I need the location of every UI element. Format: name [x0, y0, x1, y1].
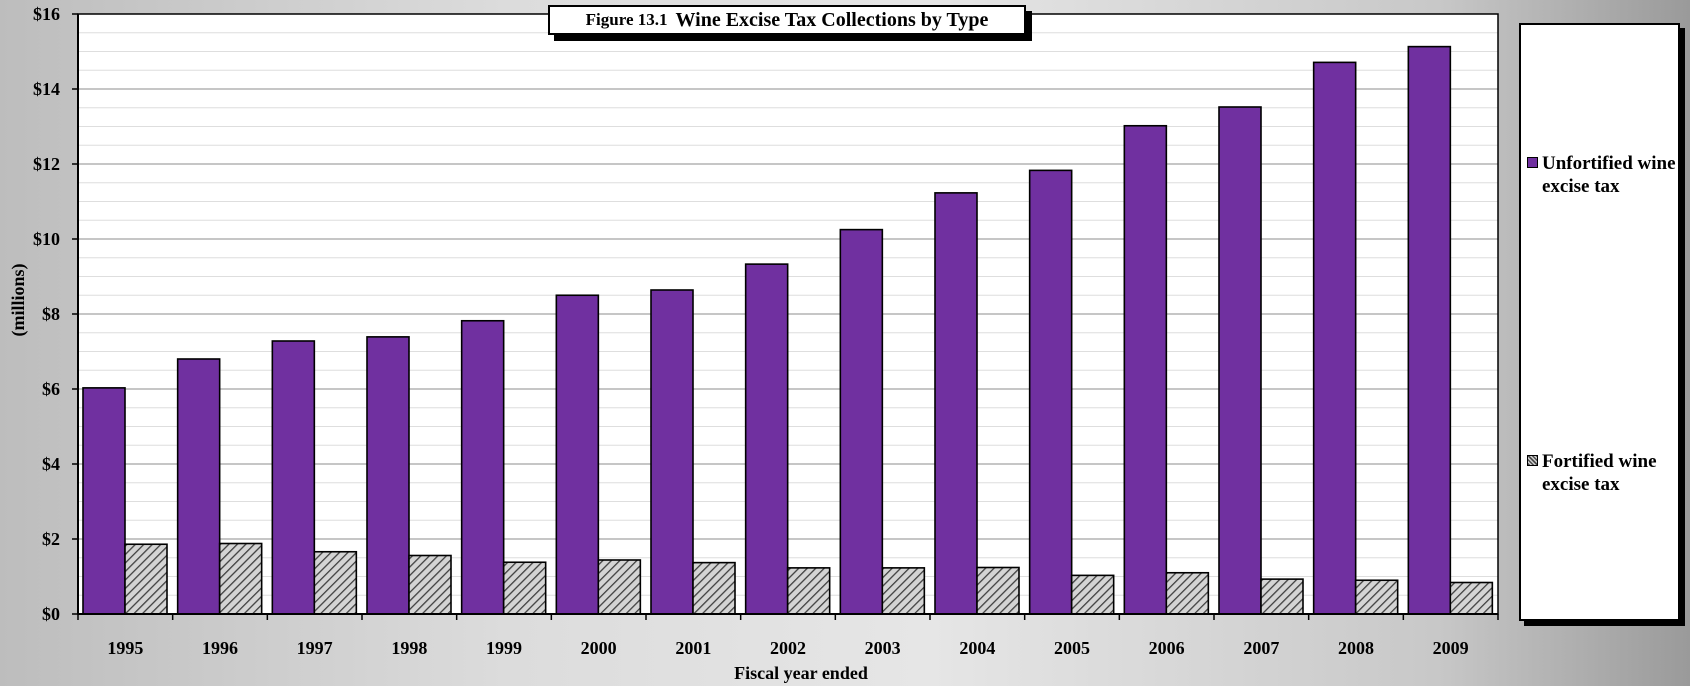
legend-label-unfortified: Unfortified wine excise tax [1542, 153, 1676, 197]
legend-item-unfortified: Unfortified wine excise tax [1527, 152, 1677, 198]
chart-title: Wine Excise Tax Collections by Type [675, 8, 989, 31]
bar-fortified-1996 [218, 542, 263, 615]
bar-unfortified-2009 [1407, 45, 1452, 615]
bar-unfortified-1999 [460, 319, 505, 615]
figure-label: Figure 13.1 [585, 10, 668, 29]
x-tick-label: 1998 [391, 638, 427, 658]
x-tick-label: 1999 [486, 638, 522, 658]
bar-fortified-1999 [502, 561, 547, 615]
bar-fortified-2007 [1260, 578, 1304, 615]
bar-fortified-2008 [1354, 579, 1399, 615]
x-tick-label: 2001 [675, 638, 711, 658]
y-tick-label: $0 [42, 604, 60, 624]
chart-title-box: Figure 13.1 Wine Excise Tax Collections … [548, 5, 1026, 35]
bar-unfortified-2006 [1123, 124, 1168, 615]
bar-unfortified-2007 [1218, 106, 1262, 615]
x-tick-label: 2002 [770, 638, 806, 658]
x-tick-label: 1997 [297, 638, 333, 658]
bar-fortified-1995 [124, 543, 168, 615]
bar-fortified-2001 [692, 561, 736, 615]
legend: Unfortified wine excise tax Fortified wi… [1519, 23, 1680, 621]
bar-fortified-2000 [597, 559, 642, 615]
y-tick-label: $14 [33, 79, 60, 99]
x-tick-label: 2005 [1054, 638, 1090, 658]
x-tick-label: 1995 [107, 638, 143, 658]
bar-fortified-1998 [408, 554, 452, 615]
x-tick-label: 1996 [202, 638, 238, 658]
y-tick-label: $10 [33, 229, 60, 249]
bar-fortified-2003 [881, 567, 926, 615]
y-tick-label: $12 [33, 154, 60, 174]
y-tick-label: $2 [42, 529, 60, 549]
bar-unfortified-2000 [555, 294, 600, 615]
legend-swatch-unfortified [1527, 157, 1538, 168]
y-tick-label: $4 [42, 454, 60, 474]
bar-unfortified-2003 [839, 228, 884, 615]
bar-fortified-2004 [976, 566, 1020, 615]
y-axis-tick-labels: $0 $2 $4 $6 $8 $10 $12 $14 $16 [33, 4, 60, 624]
bar-fortified-2005 [1070, 574, 1115, 615]
y-tick-label: $16 [33, 4, 60, 24]
x-tick-label: 2009 [1433, 638, 1469, 658]
legend-label-fortified: Fortified wine excise tax [1542, 451, 1657, 495]
bar-fortified-1997 [313, 550, 358, 615]
bar-fortified-2006 [1165, 571, 1210, 615]
x-tick-label: 2000 [581, 638, 617, 658]
bar-fortified-2002 [786, 567, 831, 615]
legend-swatch-fortified [1527, 455, 1538, 466]
bar-unfortified-2002 [744, 263, 789, 615]
x-tick-label: 2007 [1243, 638, 1279, 658]
x-axis-title: Fiscal year ended [734, 663, 868, 683]
bar-unfortified-1996 [176, 358, 221, 615]
bar-unfortified-1998 [366, 336, 410, 615]
bar-unfortified-1995 [82, 387, 126, 615]
bar-unfortified-2004 [934, 192, 978, 615]
y-axis-title: (millions) [8, 263, 29, 336]
x-tick-label: 2004 [959, 638, 995, 658]
bar-unfortified-1997 [271, 340, 316, 615]
y-tick-label: $6 [42, 379, 60, 399]
bar-unfortified-2001 [650, 289, 694, 615]
axis-lines [72, 13, 1499, 620]
legend-item-fortified: Fortified wine excise tax [1527, 450, 1677, 496]
x-tick-label: 2003 [865, 638, 901, 658]
bar-fortified-2009 [1449, 581, 1494, 615]
x-axis-tick-labels: 1995 1996 1997 1998 1999 2000 2001 2002 2003 2004… [107, 638, 1468, 658]
bar-series [82, 45, 1494, 615]
bar-unfortified-2005 [1028, 169, 1073, 615]
x-tick-label: 2008 [1338, 638, 1374, 658]
bar-unfortified-2008 [1312, 61, 1357, 615]
y-tick-label: $8 [42, 304, 60, 324]
x-tick-label: 2006 [1149, 638, 1185, 658]
